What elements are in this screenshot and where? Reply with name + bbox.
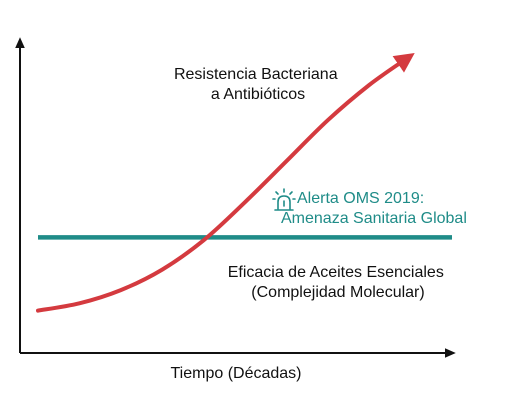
x-axis-label: Tiempo (Décadas)	[170, 365, 301, 382]
alert-text: Alerta OMS 2019: Amenaza Sanitaria Globa…	[281, 190, 467, 227]
resistance-series-line	[36, 53, 415, 313]
alert-line-2: Amenaza Sanitaria Global	[281, 210, 467, 227]
alert-line-1: Alerta OMS 2019:	[297, 190, 424, 207]
alert-annotation: Alerta OMS 2019: Amenaza Sanitaria Globa…	[272, 188, 467, 227]
alert-siren-icon	[272, 188, 296, 211]
efficacy-series-label: Eficacia de Aceites Esenciales (Compleji…	[228, 264, 449, 301]
resistance-label-line-1: Resistencia Bacteriana	[174, 66, 338, 83]
resistance-label-line-2: a Antibióticos	[211, 86, 305, 103]
efficacy-label-line-1: Eficacia de Aceites Esenciales	[228, 264, 444, 281]
resistance-series-label: Resistencia Bacteriana a Antibióticos	[174, 66, 342, 103]
efficacy-label-line-2: (Complejidad Molecular)	[251, 284, 424, 301]
